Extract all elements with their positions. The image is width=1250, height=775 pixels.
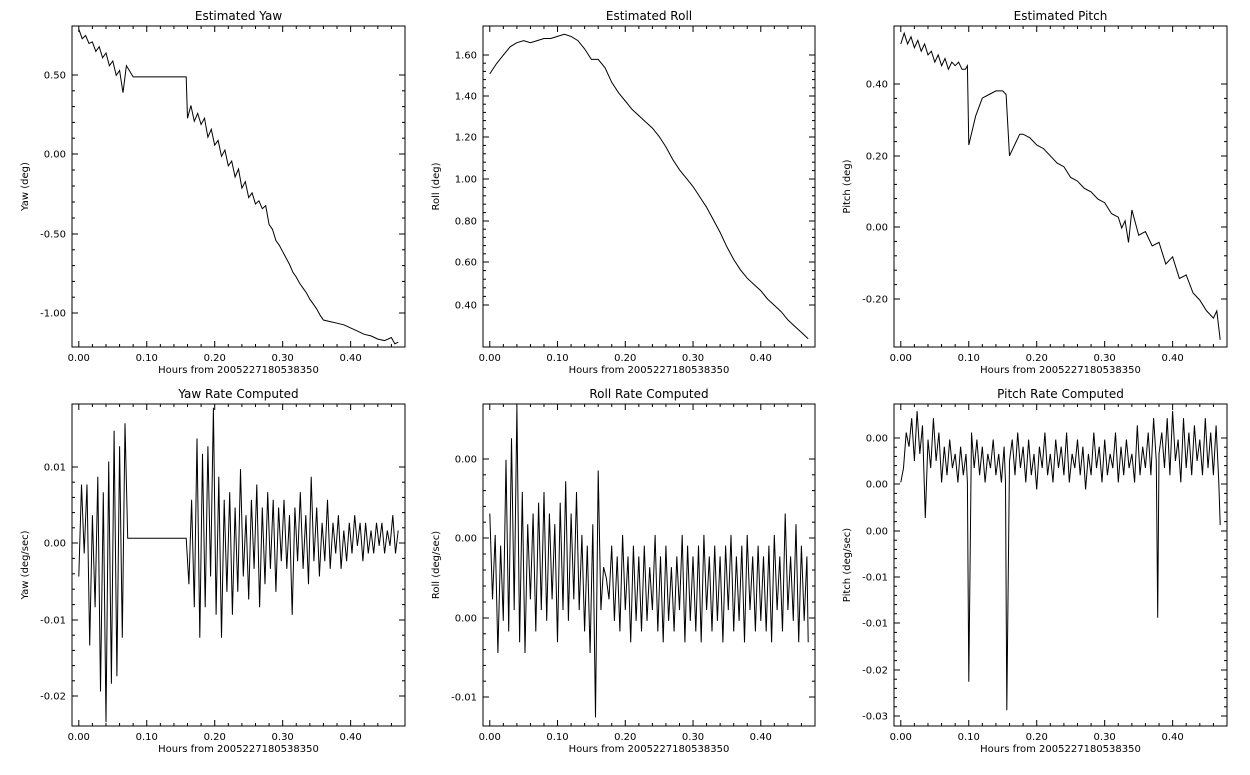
series-line: [489, 33, 809, 340]
y-tick-label: 0.40: [455, 301, 477, 312]
y-tick-label: 1.20: [455, 133, 477, 144]
x-tick-label: 0.00: [68, 353, 90, 364]
y-tick-label: 0.00: [44, 150, 66, 161]
x-tick-label: 0.30: [1094, 732, 1116, 743]
y-axis-label: Pitch (deg): [842, 159, 853, 213]
x-tick-label: 0.00: [890, 353, 912, 364]
y-tick-label: -0.02: [862, 666, 888, 677]
y-tick-label: -0.20: [862, 295, 888, 306]
y-axis-label: Pitch (deg/sec): [842, 528, 853, 603]
y-axis-label: Roll (deg/sec): [431, 531, 442, 599]
y-tick-label: 1.00: [455, 175, 477, 186]
x-tick-label: 0.20: [204, 353, 226, 364]
chart-panel-4: Yaw Rate Computed 0.00 0.10 0.20 0.30 0.40 Hou…: [20, 387, 406, 755]
chart-panel-5: Roll Rate Computed 0.00 0.10 0.20 0.30 0.40 Ho…: [431, 387, 816, 755]
chart-panel-1: Estimated Yaw 0.00 0.10 0.20 0.30 0.40 Hours f…: [20, 9, 406, 376]
chart-panel-2: Estimated Roll 0.00 0.10 0.20 0.30 0.40 Hours …: [431, 9, 816, 376]
x-tick-label: 0.10: [546, 353, 568, 364]
y-tick-label: -0.01: [451, 693, 477, 704]
y-tick-label: 0.00: [866, 434, 888, 445]
x-tick-label: 0.20: [614, 732, 636, 743]
x-tick-label: 0.40: [339, 353, 361, 364]
series-line: [900, 31, 1221, 340]
chart-title: Estimated Pitch: [1014, 9, 1108, 23]
x-tick-label: 0.20: [1026, 732, 1048, 743]
x-axis-label: Hours from 2005227180538350: [158, 744, 319, 755]
plot-frame: [482, 403, 816, 727]
x-tick-label: 0.40: [750, 353, 772, 364]
y-tick-label: 0.00: [866, 527, 888, 538]
chart-title: Estimated Yaw: [195, 9, 282, 23]
y-tick-label: 0.00: [455, 534, 477, 545]
y-tick-label: 0.80: [455, 217, 477, 228]
plot-frame: [893, 403, 1228, 727]
y-tick-label: -0.50: [40, 230, 66, 241]
x-tick-label: 0.20: [614, 353, 636, 364]
y-axis-label: Yaw (deg/sec): [20, 530, 31, 600]
x-tick-label: 0.40: [1161, 732, 1183, 743]
chart-title: Roll Rate Computed: [589, 387, 708, 401]
series-line: [900, 411, 1221, 711]
x-tick-label: 0.20: [1026, 353, 1048, 364]
x-tick-label: 0.10: [136, 732, 158, 743]
plot-frame: [482, 25, 816, 348]
y-axis-label: Roll (deg): [431, 162, 442, 210]
y-tick-label: 1.40: [455, 92, 477, 103]
x-tick-label: 0.30: [272, 353, 294, 364]
y-tick-label: 0.01: [44, 463, 66, 474]
plot-frame: [71, 25, 406, 348]
chart-title: Pitch Rate Computed: [997, 387, 1124, 401]
x-tick-label: 0.20: [204, 732, 226, 743]
x-axis-label: Hours from 2005227180538350: [980, 365, 1141, 376]
y-tick-label: 0.00: [866, 480, 888, 491]
y-tick-label: -0.02: [40, 692, 66, 703]
chart-panel-3: Estimated Pitch 0.00 0.10 0.20 0.30 0.40 Hours…: [842, 9, 1228, 376]
x-tick-label: 0.00: [479, 732, 501, 743]
chart-title: Estimated Roll: [606, 9, 692, 23]
x-tick-label: 0.10: [136, 353, 158, 364]
x-tick-label: 0.40: [750, 732, 772, 743]
x-tick-label: 0.00: [890, 732, 912, 743]
y-tick-label: 0.00: [44, 539, 66, 550]
y-tick-label: -0.03: [862, 712, 888, 723]
x-axis-label: Hours from 2005227180538350: [569, 744, 730, 755]
series-line: [489, 406, 809, 718]
x-tick-label: 0.10: [546, 732, 568, 743]
x-tick-label: 0.30: [272, 732, 294, 743]
y-tick-label: 0.20: [866, 152, 888, 163]
y-tick-label: 0.00: [866, 223, 888, 234]
x-axis-label: Hours from 2005227180538350: [980, 744, 1141, 755]
y-tick-label: -0.01: [862, 573, 888, 584]
y-tick-label: 0.00: [455, 614, 477, 625]
x-tick-label: 0.10: [958, 353, 980, 364]
x-tick-label: 0.40: [1161, 353, 1183, 364]
y-tick-label: 1.60: [455, 51, 477, 62]
x-tick-label: 0.30: [1094, 353, 1116, 364]
y-tick-label: 0.00: [455, 455, 477, 466]
x-axis-label: Hours from 2005227180538350: [569, 365, 730, 376]
chart-title: Yaw Rate Computed: [177, 387, 298, 401]
y-tick-label: 0.50: [44, 71, 66, 82]
plot-frame: [71, 403, 406, 727]
y-tick-label: -0.01: [862, 619, 888, 630]
chart-panel-6: Pitch Rate Computed 0.00 0.10 0.20 0.30 0.40 H…: [842, 387, 1228, 755]
x-tick-label: 0.10: [958, 732, 980, 743]
x-tick-label: 0.30: [682, 732, 704, 743]
y-tick-label: -1.00: [40, 309, 66, 320]
plot-frame: [893, 25, 1228, 348]
x-tick-label: 0.40: [339, 732, 361, 743]
y-axis-label: Yaw (deg): [20, 162, 31, 212]
series-line: [78, 407, 399, 723]
y-tick-label: -0.01: [40, 616, 66, 627]
y-tick-label: 0.60: [455, 258, 477, 269]
series-line: [78, 29, 399, 345]
x-tick-label: 0.00: [68, 732, 90, 743]
x-axis-label: Hours from 2005227180538350: [158, 365, 319, 376]
y-tick-label: 0.40: [866, 80, 888, 91]
x-tick-label: 0.30: [682, 353, 704, 364]
x-tick-label: 0.00: [479, 353, 501, 364]
